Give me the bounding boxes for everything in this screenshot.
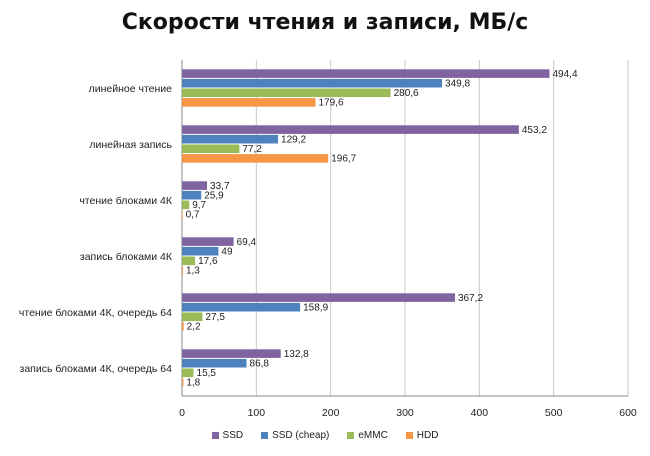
x-tick-label: 400 bbox=[471, 407, 489, 419]
bar bbox=[182, 69, 550, 78]
category-label: линейная запись bbox=[89, 139, 172, 151]
bar bbox=[182, 256, 196, 266]
data-label: 25,9 bbox=[204, 191, 224, 202]
legend-item: SSD (cheap) bbox=[261, 430, 329, 441]
data-label: 453,2 bbox=[522, 125, 547, 136]
bar bbox=[182, 322, 184, 331]
legend-swatch bbox=[211, 432, 219, 439]
bar bbox=[182, 368, 194, 378]
bar bbox=[182, 78, 443, 88]
bar bbox=[182, 88, 391, 98]
legend-swatch bbox=[347, 432, 355, 439]
category-label: чтение блоками 4К bbox=[79, 195, 173, 207]
data-label: 179,6 bbox=[319, 98, 344, 109]
legend-label: SSD bbox=[222, 430, 244, 441]
category-label: запись блоками 4К, очередь 64 bbox=[20, 363, 173, 375]
bar bbox=[182, 349, 281, 358]
bar bbox=[182, 293, 455, 302]
data-label: 15,5 bbox=[197, 368, 217, 379]
data-label: 1,8 bbox=[186, 378, 200, 389]
category-label: чтение блоками 4К, очередь 64 bbox=[19, 307, 172, 319]
x-tick-label: 0 bbox=[179, 407, 185, 419]
data-label: 0,7 bbox=[186, 210, 200, 221]
bar bbox=[182, 266, 183, 275]
legend-swatch bbox=[261, 432, 269, 439]
bar bbox=[182, 98, 316, 107]
legend: SSD SSD (cheap) eMMC HDD bbox=[0, 430, 650, 441]
bar bbox=[182, 134, 279, 144]
x-tick-label: 200 bbox=[322, 407, 340, 419]
data-label: 132,8 bbox=[284, 349, 309, 360]
data-label: 49 bbox=[221, 247, 233, 258]
bar bbox=[182, 358, 247, 368]
data-label: 27,5 bbox=[205, 312, 225, 323]
data-label: 494,4 bbox=[553, 69, 578, 80]
x-tick-label: 600 bbox=[619, 407, 637, 419]
legend-label: SSD (cheap) bbox=[272, 430, 330, 441]
data-label: 158,9 bbox=[303, 303, 328, 314]
data-label: 367,2 bbox=[458, 293, 483, 304]
data-label: 69,4 bbox=[237, 237, 257, 248]
data-label: 349,8 bbox=[445, 79, 470, 90]
bar bbox=[182, 190, 202, 200]
data-label: 9,7 bbox=[192, 200, 206, 211]
legend-swatch bbox=[405, 432, 413, 439]
bar bbox=[182, 154, 329, 163]
bar bbox=[182, 312, 203, 322]
data-label: 196,7 bbox=[331, 154, 356, 165]
category-label: линейное чтение bbox=[89, 83, 173, 95]
bar bbox=[182, 144, 240, 154]
data-label: 1,3 bbox=[186, 266, 200, 277]
bar bbox=[182, 237, 234, 246]
data-label: 17,6 bbox=[198, 256, 218, 267]
data-label: 33,7 bbox=[210, 181, 230, 192]
bar bbox=[182, 181, 208, 190]
legend-item: SSD bbox=[211, 430, 244, 441]
data-label: 129,2 bbox=[281, 135, 306, 146]
x-tick-label: 300 bbox=[396, 407, 414, 419]
data-label: 77,2 bbox=[242, 144, 262, 155]
chart-title: Скорости чтения и записи, МБ/с bbox=[121, 10, 529, 35]
bar bbox=[182, 246, 219, 256]
legend-label: HDD bbox=[416, 430, 439, 441]
category-label: запись блоками 4К bbox=[80, 251, 173, 263]
legend-label: eMMC bbox=[358, 430, 388, 441]
data-label: 280,6 bbox=[394, 88, 419, 99]
data-label: 2,2 bbox=[187, 322, 201, 333]
bar bbox=[182, 378, 184, 387]
bar bbox=[182, 200, 190, 210]
bar bbox=[182, 302, 301, 312]
bar bbox=[182, 210, 183, 219]
legend-item: eMMC bbox=[347, 430, 388, 441]
legend-item: HDD bbox=[405, 430, 439, 441]
x-tick-label: 500 bbox=[545, 407, 563, 419]
bar bbox=[182, 125, 519, 134]
x-tick-label: 100 bbox=[248, 407, 266, 419]
data-label: 86,8 bbox=[250, 359, 270, 370]
